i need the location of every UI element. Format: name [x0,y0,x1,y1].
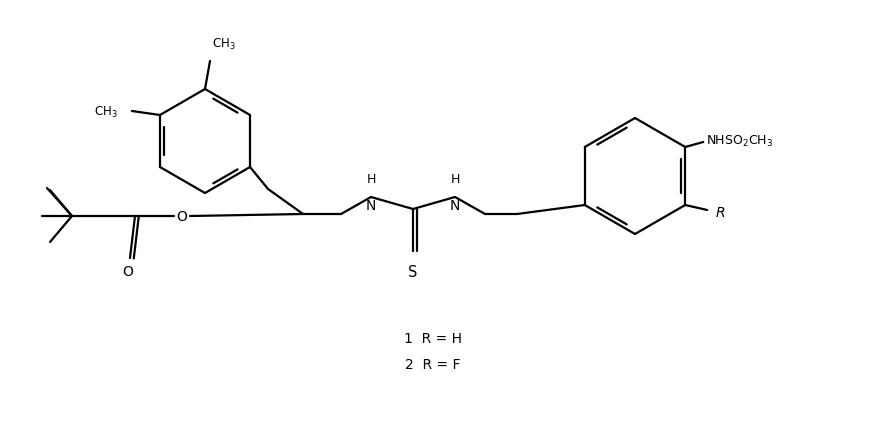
Text: O: O [123,265,133,278]
Text: O: O [177,210,187,224]
Text: 1  R = H: 1 R = H [404,331,462,345]
Text: N: N [366,199,376,213]
Text: R: R [715,205,724,219]
Text: N: N [450,199,460,213]
Text: 2  R = F: 2 R = F [406,357,461,371]
Text: CH$_3$: CH$_3$ [95,104,118,119]
Text: NHSO$_2$CH$_3$: NHSO$_2$CH$_3$ [706,133,774,148]
Text: CH$_3$: CH$_3$ [212,37,236,52]
Text: S: S [408,265,418,279]
Text: H: H [366,173,376,186]
Text: H: H [450,173,460,186]
